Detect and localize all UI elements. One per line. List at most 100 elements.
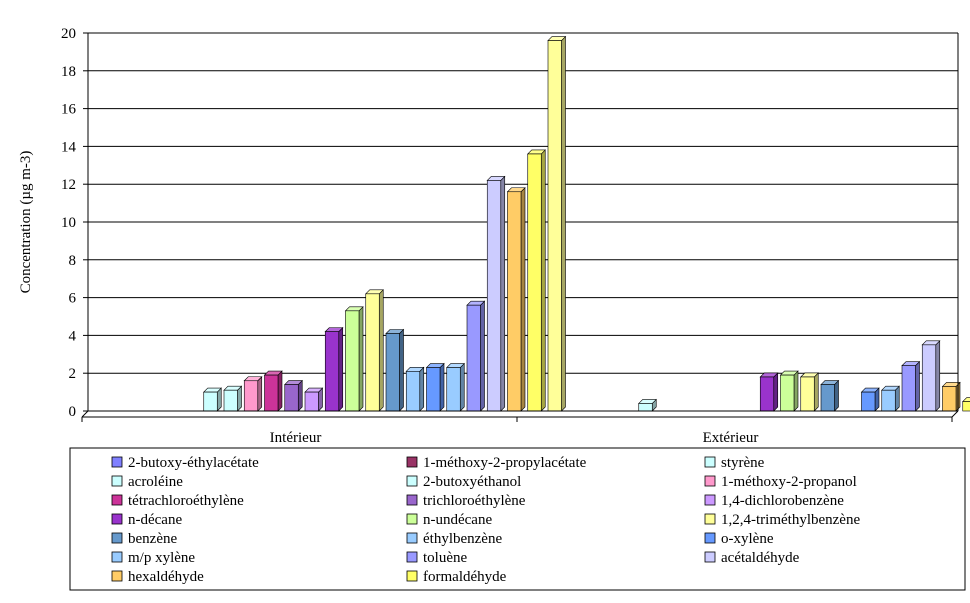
legend-item: acétaldéhyde	[704, 550, 800, 566]
legend-swatch	[406, 551, 418, 563]
legend-label: tétrachloroéthylène	[128, 493, 244, 509]
legend-label: 2-butoxyéthanol	[423, 474, 521, 490]
legend-swatch	[704, 475, 716, 487]
y-tick-label: 18	[61, 64, 76, 80]
category-labels: Intérieur Extérieur	[270, 430, 759, 446]
legend-swatch	[406, 532, 418, 544]
legend-item: 1-méthoxy-2-propylacétate	[406, 455, 587, 471]
legend-label: acétaldéhyde	[721, 550, 800, 566]
legend-label: éthylbenzène	[423, 531, 502, 547]
bar	[344, 306, 364, 412]
y-tick-label: 10	[61, 215, 76, 231]
legend-swatch	[406, 475, 418, 487]
legend-label: hexaldéhyde	[128, 569, 204, 585]
legend-swatch	[704, 494, 716, 506]
legend-swatch	[406, 570, 418, 582]
bar	[779, 370, 799, 412]
legend-item: o-xylène	[704, 531, 774, 547]
bar	[324, 326, 344, 412]
bar	[425, 362, 445, 412]
bar	[547, 35, 567, 412]
bar	[527, 149, 546, 412]
legend-item: trichloroéthylène	[406, 493, 526, 509]
legend-swatch	[111, 551, 123, 563]
bar	[203, 387, 222, 412]
bar	[263, 370, 283, 412]
bar	[941, 381, 961, 412]
axes	[81, 33, 959, 422]
bar	[304, 387, 324, 412]
legend-swatch	[704, 532, 716, 544]
legend-label: 1-méthoxy-2-propylacétate	[423, 455, 587, 471]
bar	[446, 362, 465, 412]
legend-label: o-xylène	[721, 531, 774, 547]
legend-swatch	[406, 513, 418, 525]
bar	[921, 340, 941, 412]
legend-label: benzène	[128, 531, 177, 547]
legend-label: 2-butoxy-éthylacétate	[128, 455, 259, 471]
legend-item: hexaldéhyde	[111, 569, 204, 585]
y-tick-label: 16	[61, 102, 77, 118]
y-tick-label: 4	[69, 328, 77, 344]
bar	[759, 372, 779, 412]
legend-item: n-décane	[111, 512, 182, 528]
legend-swatch	[111, 475, 123, 487]
legend-swatch	[111, 532, 123, 544]
legend-label: toluène	[423, 550, 467, 566]
legend-item: styrène	[704, 455, 765, 471]
legend-item: éthylbenzène	[406, 531, 502, 547]
legend-label: 1,2,4-triméthylbenzène	[721, 512, 860, 528]
legend-swatch	[406, 456, 418, 468]
legend-item: 2-butoxyéthanol	[406, 474, 521, 490]
legend-label: trichloroéthylène	[423, 493, 526, 509]
bar	[820, 379, 840, 412]
legend-swatch	[704, 456, 716, 468]
y-tick-label: 2	[69, 366, 77, 382]
legend-item: benzène	[111, 531, 177, 547]
y-tick-label: 6	[69, 291, 77, 307]
y-axis-ticks: 0 2 4 6 8 10 12 14 16 18 20	[61, 26, 88, 420]
y-tick-label: 14	[61, 139, 77, 155]
legend-swatch	[111, 456, 123, 468]
legend-swatch	[406, 494, 418, 506]
legend-swatch	[111, 513, 123, 525]
legend-item: 1,4-dichlorobenzène	[704, 493, 844, 509]
legend-item: m/p xylène	[111, 550, 195, 566]
y-tick-label: 8	[69, 253, 77, 269]
bar	[243, 376, 263, 412]
legend-item: 1,2,4-triméthylbenzène	[704, 512, 860, 528]
legend-box	[69, 447, 966, 591]
legend-item: acroléine	[111, 474, 183, 490]
legend-swatch	[704, 513, 716, 525]
legend-label: formaldéhyde	[423, 569, 507, 585]
legend-label: 1,4-dichlorobenzène	[721, 493, 844, 509]
legend-swatch	[111, 570, 123, 582]
legend-label: 1-méthoxy-2-propanol	[721, 474, 857, 490]
bar	[901, 360, 921, 412]
legend-item: formaldéhyde	[406, 569, 507, 585]
legend-label: n-undécane	[423, 512, 492, 528]
y-axis-label: Concentration (µg m-3)	[18, 151, 34, 294]
bar	[800, 372, 819, 412]
bar	[405, 366, 425, 412]
bar	[506, 187, 526, 412]
bar	[385, 328, 405, 412]
bar	[962, 397, 970, 412]
y-tick-label: 20	[61, 26, 76, 42]
legend-label: m/p xylène	[128, 550, 195, 566]
bar	[466, 300, 486, 412]
y-tick-label: 0	[69, 404, 77, 420]
legend-item: 2-butoxy-éthylacétate	[111, 455, 259, 471]
bar	[223, 385, 243, 412]
legend-item: toluène	[406, 550, 467, 566]
bar	[365, 289, 384, 412]
legend-swatch	[704, 551, 716, 563]
legend-item: tétrachloroéthylène	[111, 493, 244, 509]
legend: 2-butoxy-éthylacétate 1-méthoxy-2-propyla…	[69, 447, 966, 591]
bars	[203, 35, 970, 412]
category-label: Intérieur	[270, 430, 322, 446]
legend-swatch	[111, 494, 123, 506]
legend-item: n-undécane	[406, 512, 492, 528]
y-tick-label: 12	[61, 177, 76, 193]
